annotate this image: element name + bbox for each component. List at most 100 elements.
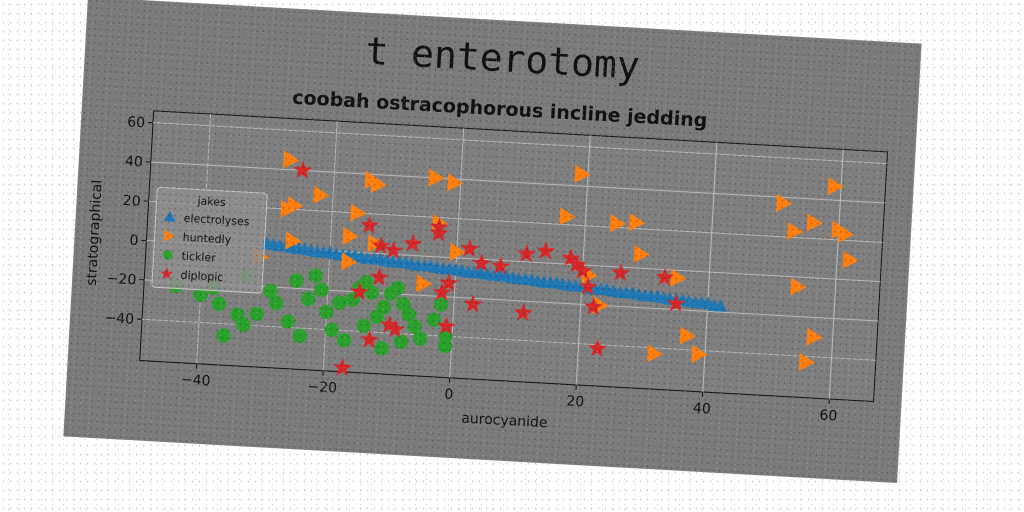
diplopic-point xyxy=(573,260,593,280)
chart-card: t enterotomy coobah ostracophorous incli… xyxy=(63,0,922,483)
diplopic-point xyxy=(369,267,389,286)
diplopic-point xyxy=(293,160,313,179)
tickler-point xyxy=(249,306,264,321)
tickler-point xyxy=(393,334,409,349)
huntedly-point xyxy=(370,175,388,194)
diplopic-point xyxy=(350,282,369,301)
huntedly-point xyxy=(679,326,696,345)
legend-label: tickler xyxy=(181,250,216,265)
y-axis-label: stratographical xyxy=(84,179,106,286)
y-gridline xyxy=(148,200,883,243)
huntedly-point xyxy=(806,327,823,346)
huntedly-point xyxy=(609,214,626,233)
diplopic-point xyxy=(403,233,423,252)
huntedly-point xyxy=(827,177,844,196)
diplopic-point xyxy=(436,316,456,335)
tickler-point xyxy=(401,307,417,322)
huntedly-point xyxy=(646,344,664,363)
diplopic-point xyxy=(491,256,510,275)
diplopic-point xyxy=(429,223,449,242)
diplopic-point xyxy=(536,241,556,260)
legend-box xyxy=(151,186,268,294)
huntedly-point xyxy=(285,231,302,250)
huntedly-point xyxy=(790,277,807,296)
tickler-point xyxy=(263,283,278,299)
huntedly-point xyxy=(313,185,330,204)
legend-marker-tickler xyxy=(162,250,173,260)
diplopic-point xyxy=(432,282,452,301)
diplopic-point xyxy=(439,273,459,292)
y-tick-label: 0 xyxy=(129,233,139,249)
diplopic-point xyxy=(429,217,449,236)
huntedly-point xyxy=(350,203,367,222)
legend-label: huntedly xyxy=(182,231,232,247)
huntedly-point xyxy=(283,150,300,169)
tickler-point xyxy=(336,333,352,348)
tickler-point xyxy=(289,273,304,288)
tickler-point xyxy=(319,304,334,319)
tickler-point xyxy=(324,322,340,338)
tickler-point xyxy=(236,317,251,333)
huntedly-point xyxy=(447,173,464,192)
huntedly-point xyxy=(633,245,650,264)
diplopic-point xyxy=(384,240,403,259)
tickler-point xyxy=(364,285,380,300)
tickler-point xyxy=(300,291,316,307)
huntedly-point xyxy=(670,268,687,287)
diplopic-point xyxy=(517,244,537,263)
huntedly-point xyxy=(280,199,297,218)
tickler-point xyxy=(308,268,324,283)
huntedly-point xyxy=(415,274,433,293)
diplopic-point xyxy=(472,253,492,272)
huntedly-point xyxy=(449,242,466,261)
y-tick-label: −40 xyxy=(104,310,134,328)
y-tick-label: −20 xyxy=(106,271,136,289)
huntedly-point xyxy=(806,213,823,232)
huntedly-point xyxy=(798,352,815,371)
x-tick-label: 0 xyxy=(444,387,454,403)
tickler-point xyxy=(376,299,392,315)
tickler-point xyxy=(407,319,422,334)
huntedly-point xyxy=(775,193,793,212)
diplopic-point xyxy=(360,215,379,234)
huntedly-point xyxy=(842,250,859,269)
diplopic-point xyxy=(513,303,533,322)
huntedly-point xyxy=(341,252,358,271)
diplopic-point xyxy=(333,358,352,377)
tickler-point xyxy=(216,328,231,343)
tickler-point xyxy=(412,331,428,346)
diplopic-point xyxy=(578,277,598,296)
x-axis-label: aurocyanide xyxy=(461,411,548,432)
tickler-point xyxy=(292,328,307,344)
diplopic-point xyxy=(463,294,483,313)
tickler-point xyxy=(390,280,405,296)
tickler-point xyxy=(314,282,329,298)
tickler-point xyxy=(433,297,449,312)
diplopic-point xyxy=(567,254,587,273)
huntedly-point xyxy=(559,207,576,226)
legend-marker-huntedly xyxy=(163,229,175,242)
diplopic-point xyxy=(655,267,675,286)
tickler-point xyxy=(280,314,296,329)
diplopic-point xyxy=(460,238,480,258)
y-gridline xyxy=(142,318,876,361)
legend-marker-electrolyses xyxy=(163,210,176,222)
huntedly-point xyxy=(574,164,591,183)
diplopic-point xyxy=(611,263,631,282)
x-tick-label: −20 xyxy=(307,379,337,397)
diplopic-point xyxy=(584,297,603,316)
tickler-point xyxy=(356,318,371,333)
y-gridline xyxy=(152,122,887,165)
tickler-point xyxy=(211,296,227,312)
tickler-point xyxy=(332,295,347,310)
diplopic-point xyxy=(561,248,581,267)
tickler-point xyxy=(437,338,453,354)
diplopic-point xyxy=(666,293,686,313)
x-tick-label: 60 xyxy=(819,408,838,425)
huntedly-point xyxy=(786,222,804,241)
scatter-plot: −40 −20 0 20 40 60 −40 −20 0 20 40 60 aurocyanide str… xyxy=(84,110,889,432)
huntedly-point xyxy=(628,213,646,232)
huntedly-point xyxy=(342,226,359,245)
legend-label: diplopic xyxy=(180,269,224,284)
